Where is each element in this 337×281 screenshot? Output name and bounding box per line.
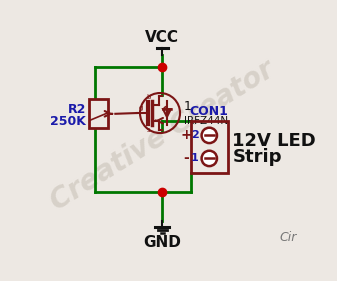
Text: Creative Creator: Creative Creator bbox=[45, 56, 279, 217]
Text: g: g bbox=[139, 105, 143, 112]
Text: IRFZ44N: IRFZ44N bbox=[184, 116, 228, 126]
Text: Strip: Strip bbox=[233, 148, 282, 166]
Circle shape bbox=[202, 128, 217, 143]
Text: 1: 1 bbox=[184, 100, 192, 113]
Text: s: s bbox=[147, 127, 150, 133]
Text: -: - bbox=[183, 151, 189, 166]
Text: 250K: 250K bbox=[50, 115, 86, 128]
Text: 2: 2 bbox=[191, 130, 198, 140]
Circle shape bbox=[202, 151, 217, 166]
Text: b: b bbox=[146, 94, 151, 100]
Bar bbox=[89, 99, 108, 128]
Text: CON1: CON1 bbox=[190, 105, 229, 118]
Text: 12V LED: 12V LED bbox=[233, 132, 316, 149]
Text: GND: GND bbox=[143, 235, 181, 250]
Text: Cir: Cir bbox=[280, 231, 297, 244]
Text: R2: R2 bbox=[68, 103, 86, 116]
Bar bbox=[191, 121, 228, 173]
Text: +: + bbox=[180, 128, 192, 142]
Text: VCC: VCC bbox=[145, 30, 179, 44]
Text: 1: 1 bbox=[191, 153, 198, 164]
